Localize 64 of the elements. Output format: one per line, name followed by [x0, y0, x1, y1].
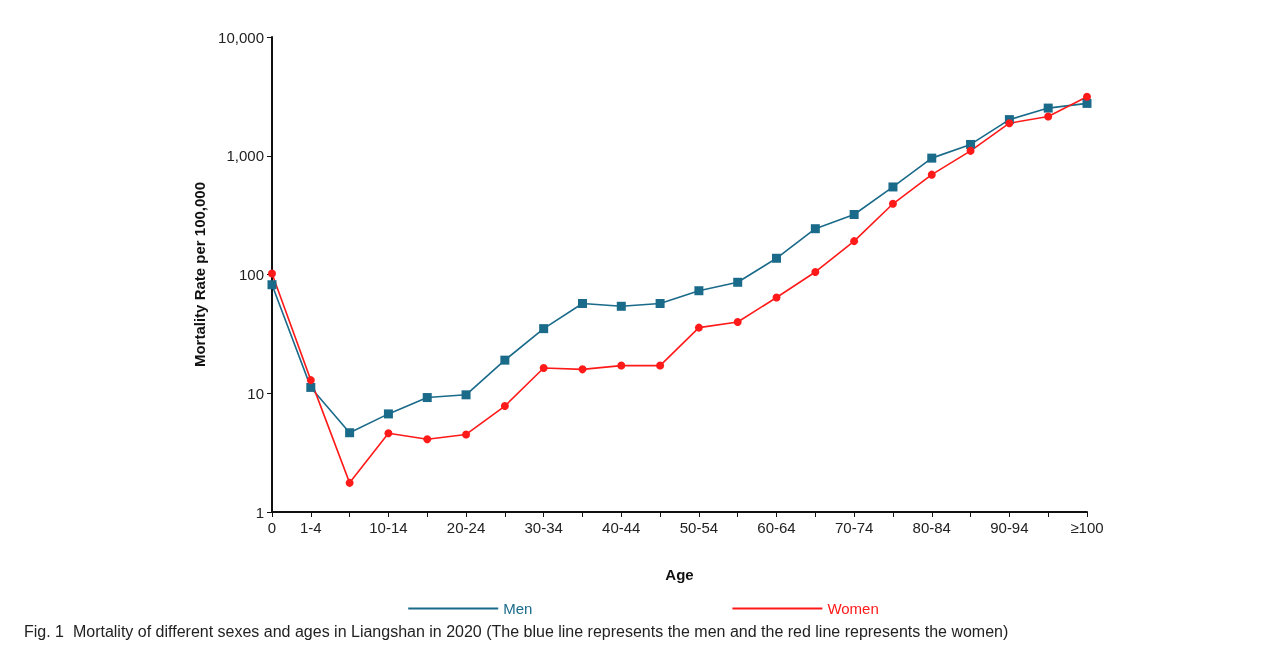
point: [733, 318, 742, 327]
point: [345, 428, 355, 438]
point: [306, 382, 316, 392]
text: Men: [503, 600, 533, 617]
point: [810, 224, 820, 234]
x-tick-label: 0: [267, 519, 277, 536]
point: [1005, 119, 1014, 128]
point: [539, 324, 549, 334]
point: [927, 170, 936, 179]
point: [694, 323, 703, 332]
x-tick-label: 20-24: [446, 519, 486, 536]
point: [577, 298, 587, 308]
point: [1083, 92, 1091, 101]
point: [966, 146, 975, 155]
point: [267, 280, 277, 290]
point: [733, 277, 743, 287]
x-tick-label: ≥100: [1070, 519, 1104, 536]
point: [422, 393, 432, 403]
point: [694, 286, 704, 296]
point: [461, 390, 471, 400]
point: [306, 376, 315, 385]
point: [850, 237, 859, 246]
point: [772, 293, 781, 302]
y-tick-label: 10,000: [218, 28, 264, 46]
point: [616, 301, 626, 311]
point: [811, 267, 820, 276]
y-tick-label: 1,000: [226, 147, 264, 165]
y-tick-label: 10: [247, 384, 264, 402]
point: [772, 253, 782, 263]
point: [1044, 112, 1053, 121]
point: [927, 153, 937, 163]
point: [1043, 103, 1053, 113]
point: [578, 365, 587, 374]
point: [384, 429, 393, 438]
x-axis-title: Age: [665, 566, 694, 583]
point: [888, 199, 897, 208]
x-tick-label: 80-84: [912, 519, 951, 536]
y-axis-title: Mortality Rate per 100,000: [191, 181, 209, 368]
x-tick-label: 70-74: [834, 519, 874, 536]
point: [655, 298, 665, 308]
x-tick-label: 90-94: [990, 519, 1029, 536]
point: [268, 269, 276, 278]
x-tick-label: 10-14: [369, 519, 408, 536]
x-tick-label: 30-34: [524, 519, 563, 536]
point: [888, 182, 898, 192]
point: [656, 361, 665, 370]
text: Women: [827, 600, 879, 617]
point: [617, 361, 626, 370]
x-tick-label: 60-64: [757, 519, 796, 536]
point: [345, 478, 354, 487]
x-tick-label: 50-54: [679, 519, 719, 536]
x-tick-label: 1-4: [299, 519, 322, 536]
point: [1082, 98, 1092, 108]
point: [500, 402, 509, 411]
caption: Fig. 1 Mortality of different sexes and ages in Liangshan in 2020 (The blue line represents the men and the red line represents the women): [24, 622, 1009, 640]
x-tick-label: 40-44: [602, 519, 641, 536]
point: [462, 430, 471, 439]
point: [849, 210, 859, 220]
y-tick-label: 1: [255, 503, 264, 521]
point: [500, 355, 510, 365]
y-tick-label: 100: [238, 266, 264, 283]
point: [423, 435, 432, 444]
point: [539, 364, 548, 373]
point: [383, 409, 393, 419]
